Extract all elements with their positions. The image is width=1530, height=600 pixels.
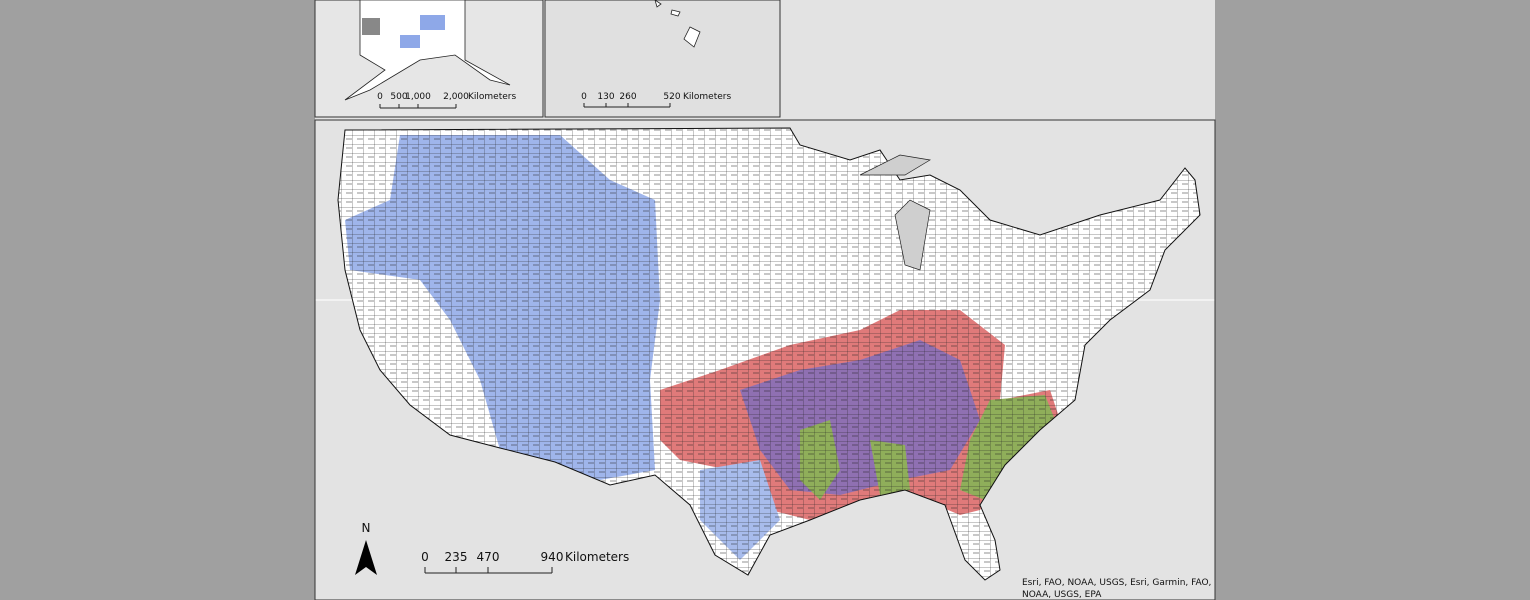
great-lakes [859, 154, 931, 271]
scale-label: 1,000 [405, 92, 431, 102]
scale-label: 0 [581, 92, 587, 102]
attribution: NOAA, USGS, EPA [1022, 590, 1102, 600]
scale-label: 0 [421, 550, 429, 564]
alaska-region [400, 15, 445, 48]
scale-label: 2,000 [443, 92, 469, 102]
scale-label: 0 [377, 92, 383, 102]
attribution: Esri, FAO, NOAA, USGS, Esri, Garmin, FAO… [1022, 578, 1211, 588]
scale-unit: Kilometers [468, 92, 516, 102]
scale-label: 500 [390, 92, 407, 102]
hawaii-shape [654, 0, 701, 48]
scale-label: 470 [477, 550, 500, 564]
main-frame [314, 119, 1216, 600]
scale-bars [379, 103, 671, 574]
scale-label: 520 [663, 92, 680, 102]
scale-unit: Kilometers [565, 550, 629, 564]
scale-label: 940 [541, 550, 564, 564]
alaska-missing [362, 18, 380, 35]
scale-label: 130 [597, 92, 614, 102]
scale-unit: Kilometers [683, 92, 731, 102]
north-arrow [355, 540, 377, 575]
scale-label: 235 [445, 550, 468, 564]
hawaii-inset [544, 0, 781, 118]
alaska-shape [344, 0, 511, 101]
scale-label: 260 [619, 92, 636, 102]
north-label: N [362, 521, 371, 535]
